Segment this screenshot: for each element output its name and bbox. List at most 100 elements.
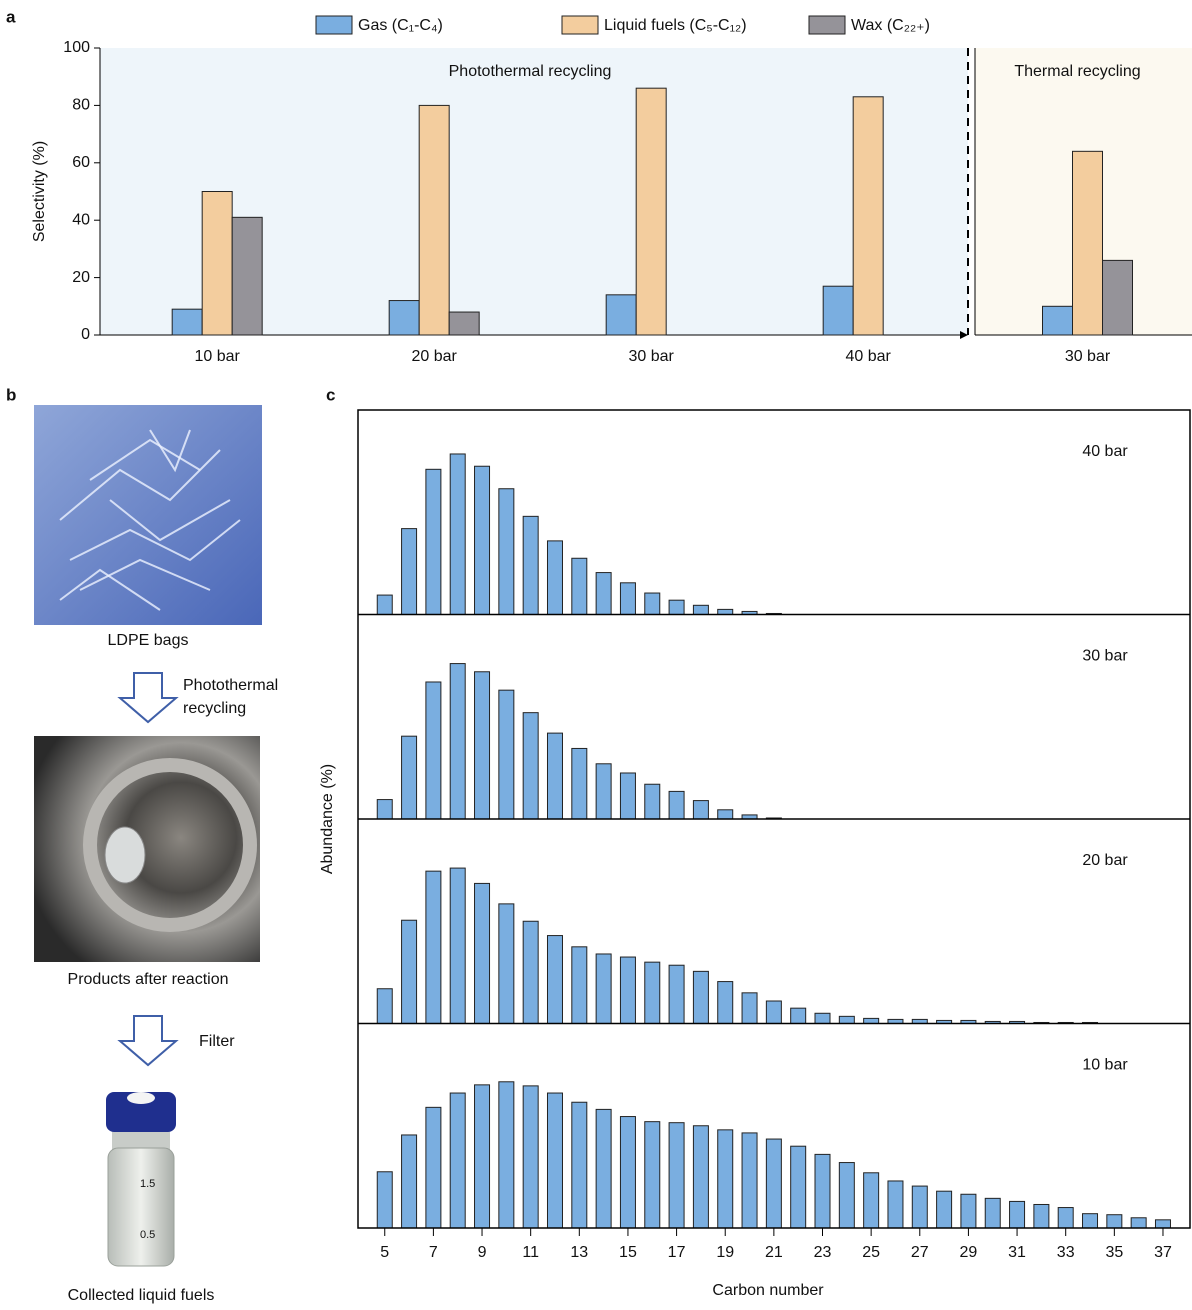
bar [523,1086,538,1228]
bar [888,1181,903,1228]
bar [823,286,853,335]
bar [606,295,636,335]
bar [815,1013,830,1023]
bar [620,583,635,615]
bar [669,1123,684,1228]
bar [766,1139,781,1228]
panel-label: b [6,385,16,404]
step-label: Photothermal [183,677,278,694]
x-tick-label: 30 bar [1065,348,1111,365]
bar [645,1122,660,1228]
bar [937,1191,952,1228]
legend-label: Wax (C₂₂₊) [851,17,930,34]
droplet [105,827,145,883]
x-tick-label: 33 [1057,1244,1075,1261]
vial-body [108,1148,174,1266]
bar [450,454,465,615]
bar [426,871,441,1023]
x-tick-label: 31 [1008,1244,1026,1261]
bar [450,1093,465,1228]
x-tick-label: 30 bar [628,348,674,365]
panel-series-label: 30 bar [1082,648,1128,665]
bar [766,1001,781,1023]
x-tick-label: 29 [960,1244,978,1261]
x-tick-label: 15 [619,1244,637,1261]
bar [172,309,202,335]
step-label: Filter [199,1033,235,1050]
panel-label: a [6,7,16,26]
bar [1058,1208,1073,1228]
bar [1083,1214,1098,1228]
x-tick-label: 27 [911,1244,929,1261]
x-tick-label: 40 bar [845,348,891,365]
vial-septum [127,1092,155,1104]
bar [547,733,562,819]
y-tick-label: 60 [72,154,90,171]
x-tick-label: 19 [716,1244,734,1261]
panel-b: b LDPE bags Photothermal recycling Produ… [6,385,278,1304]
bar [1073,151,1103,335]
bar [389,301,419,335]
x-tick-label: 17 [668,1244,686,1261]
bar [742,993,757,1024]
bar [572,558,587,614]
y-tick-label: 40 [72,211,90,228]
panel-series-label: 10 bar [1082,1057,1128,1074]
bar [402,529,417,615]
x-tick-label: 35 [1105,1244,1123,1261]
bar [1131,1218,1146,1228]
legend-label: Liquid fuels (C₅-C₁₂) [604,17,747,34]
bar [449,312,479,335]
bar [499,1082,514,1228]
y-tick-label: 100 [63,39,90,56]
bar [426,1107,441,1228]
vial-label: 0.5 [140,1229,155,1241]
bar [402,920,417,1023]
x-axis-label: Carbon number [712,1282,824,1299]
vial-label: 1.5 [140,1178,155,1190]
bar [669,965,684,1023]
bar [645,962,660,1023]
y-tick-label: 20 [72,269,90,286]
bar [419,105,449,335]
panel-series-label: 40 bar [1082,443,1128,460]
y-axis-label: Selectivity (%) [31,141,48,242]
bar [718,1130,733,1228]
bar [912,1186,927,1228]
bar [718,609,733,614]
bar [669,791,684,819]
region-label: Photothermal recycling [449,63,612,80]
bar [475,672,490,819]
bar [693,605,708,614]
x-tick-label: 20 bar [411,348,457,365]
arrow [120,673,176,722]
figure: b LDPE bags Photothermal recycling Produ… [0,0,1192,1305]
bar [377,989,392,1024]
bar [547,541,562,615]
bar [572,947,587,1024]
x-tick-label: 25 [862,1244,880,1261]
bar [853,97,883,335]
y-axis-label: Abundance (%) [319,764,336,874]
x-tick-label: 13 [570,1244,588,1261]
legend-swatch [809,16,845,34]
bar [475,1085,490,1228]
y-tick-label: 0 [81,326,90,343]
bar [426,469,441,614]
caption: LDPE bags [108,632,189,649]
bar [620,957,635,1023]
bar [1103,260,1133,335]
bar [620,773,635,819]
bar [572,1102,587,1228]
bar [985,1198,1000,1228]
x-tick-label: 7 [429,1244,438,1261]
bar [475,883,490,1023]
bar [693,801,708,819]
bar [596,764,611,819]
x-tick-label: 5 [380,1244,389,1261]
bar [523,516,538,614]
bar [499,690,514,819]
caption: Products after reaction [68,971,229,988]
bar [961,1194,976,1228]
bar [791,1146,806,1228]
